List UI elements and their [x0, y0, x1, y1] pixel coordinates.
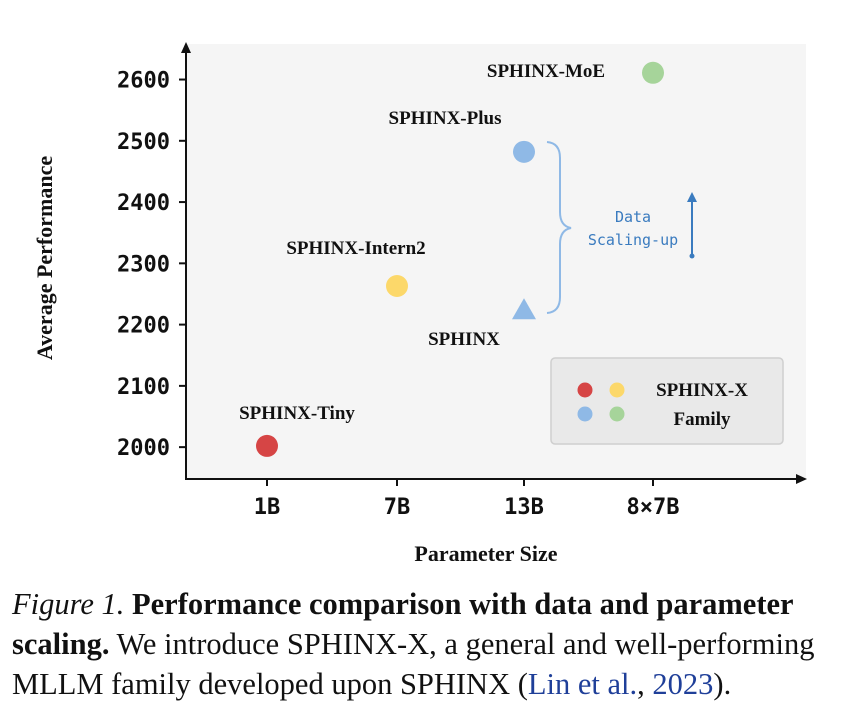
point-label: SPHINX-Plus — [389, 108, 502, 129]
x-axis-title: Parameter Size — [414, 541, 557, 566]
caption-figure-label: Figure 1. — [12, 587, 125, 621]
scaling-arrow-head — [687, 192, 697, 202]
caption-citation-separator: , — [637, 667, 653, 701]
figure-caption: Figure 1. Performance comparison with da… — [12, 584, 848, 704]
y-tick-label: 2400 — [117, 191, 170, 216]
citation-author-link[interactable]: Lin et al. — [527, 667, 638, 701]
legend-dot-yellow — [609, 382, 625, 398]
legend-dot-green — [609, 406, 625, 422]
x-tick-label: 1B — [254, 495, 281, 520]
y-tick-label: 2500 — [117, 130, 170, 155]
y-axis-arrow — [181, 42, 191, 53]
annotation-line2: Scaling-up — [588, 231, 678, 249]
data-point — [642, 61, 664, 84]
legend-dot-red — [577, 382, 593, 398]
x-tick-label: 13B — [504, 495, 544, 520]
legend-line2: Family — [674, 409, 731, 430]
point-label: SPHINX-Tiny — [239, 403, 355, 424]
y-tick-label: 2300 — [117, 252, 170, 277]
legend: SPHINX-X Family — [550, 357, 784, 445]
caption-bold-text: Performance comparison with data and par… — [12, 587, 794, 661]
x-tick-label: 7B — [384, 495, 411, 520]
legend-box — [550, 357, 784, 445]
data-points — [256, 61, 664, 457]
scatter-chart: 2000 2100 2200 2300 2400 2500 2600 1B 7B 13B 8×7B… — [32, 42, 807, 566]
data-point — [256, 434, 278, 457]
y-tick-label: 2100 — [117, 375, 170, 400]
data-point-triangle — [512, 298, 536, 320]
caption-text-end: ). — [713, 667, 732, 701]
y-axis-title: Average Performance — [32, 156, 57, 360]
point-labels: SPHINX-Tiny SPHINX-Intern2 SPHINX SPHINX-Pl… — [239, 61, 605, 424]
x-axis-arrow — [796, 474, 807, 484]
point-label: SPHINX-Intern2 — [286, 238, 425, 259]
caption-text: We introduce SPHINX-X, a general and wel… — [12, 627, 815, 701]
x-ticks: 1B 7B 13B 8×7B — [254, 479, 680, 520]
legend-line1: SPHINX-X — [656, 380, 748, 401]
axes — [181, 42, 807, 484]
legend-dot-blue — [577, 406, 593, 422]
scaling-arrow-tail — [689, 253, 695, 259]
scaling-brace — [546, 141, 572, 314]
annotation-line1: Data — [615, 208, 651, 226]
y-tick-label: 2000 — [117, 436, 170, 461]
citation-year-link[interactable]: 2023 — [652, 667, 714, 701]
data-point — [386, 275, 408, 298]
y-ticks: 2000 2100 2200 2300 2400 2500 2600 — [117, 69, 186, 461]
data-point — [513, 140, 535, 163]
y-tick-label: 2600 — [117, 69, 170, 94]
x-tick-label: 8×7B — [627, 495, 680, 520]
point-label: SPHINX-MoE — [487, 61, 605, 82]
y-tick-label: 2200 — [117, 314, 170, 339]
point-label: SPHINX — [428, 329, 500, 350]
